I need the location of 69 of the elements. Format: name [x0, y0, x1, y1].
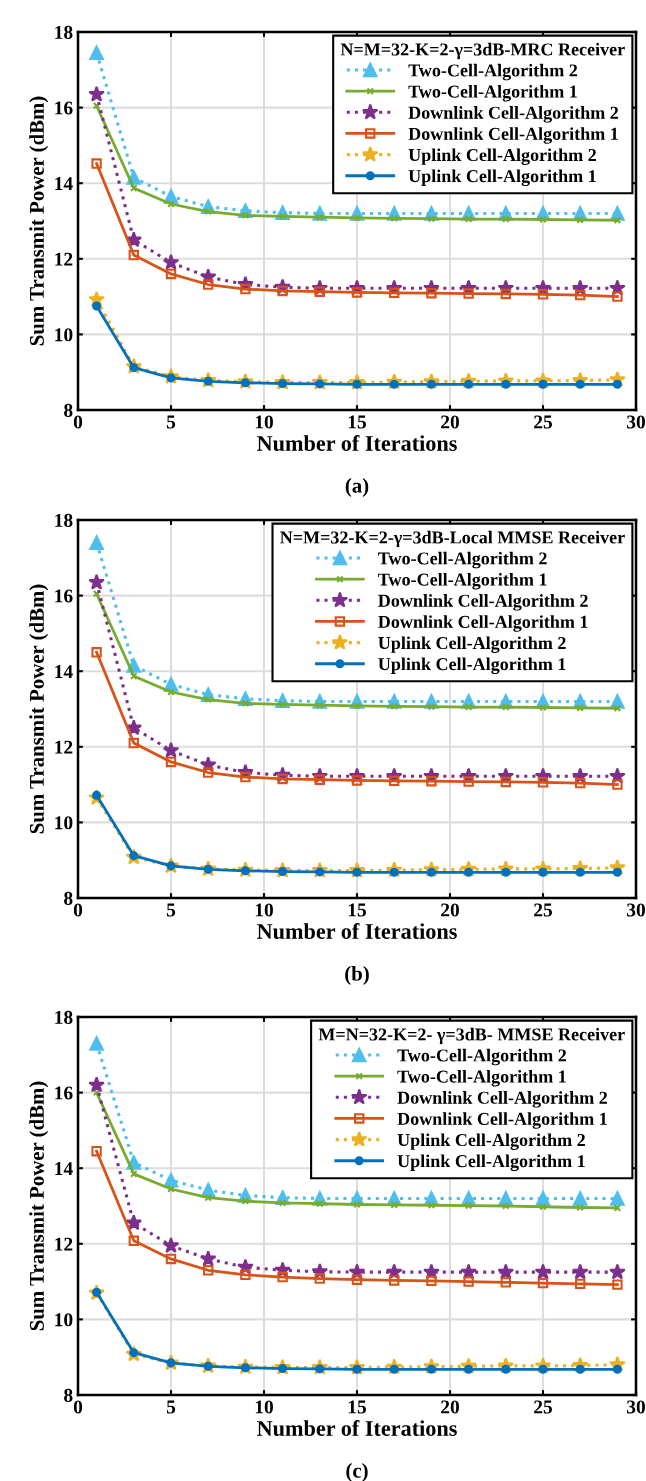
y-axis-title: Sum Transmit Power (dBm)	[29, 584, 49, 834]
legend-label: Two-Cell-Algorithm 1	[378, 572, 547, 590]
x-tick-label: 25	[534, 903, 553, 917]
legend-title: M=N=32-K=2- γ=3dB- MMSE Receiver	[318, 1027, 625, 1045]
x-tick-label: 25	[534, 1400, 553, 1414]
legend-label: Two-Cell-Algorithm 2	[397, 1048, 567, 1066]
x-tick-label: 10	[255, 903, 273, 917]
legend-label: Downlink Cell-Algorithm 2	[397, 1091, 607, 1108]
y-tick-label: 16	[55, 101, 73, 115]
y-tick-label: 8	[64, 403, 73, 417]
y-tick-label: 12	[55, 252, 73, 266]
y-axis-title: Sum Transmit Power (dBm)	[29, 1081, 49, 1331]
text: (a)	[345, 478, 369, 497]
x-tick-label: 30	[627, 1400, 645, 1414]
legend-label: Two-Cell-Algorithm 2	[378, 551, 547, 569]
y-tick-label: 14	[55, 177, 73, 190]
x-tick-label: 10	[255, 415, 273, 429]
x-axis-title: Number of Iterations	[257, 435, 457, 451]
legend-label: Uplink Cell-Algorithm 2	[408, 148, 596, 165]
y-tick-label: 16	[55, 589, 73, 603]
y-tick-label: 10	[55, 328, 73, 342]
x-tick-label: 5	[166, 903, 176, 917]
y-tick-label: 10	[55, 1313, 73, 1327]
x-tick-label: 10	[255, 1400, 273, 1414]
x-tick-label: 5	[166, 415, 176, 429]
x-tick-label: 0	[73, 1400, 83, 1414]
x-tick-label: 5	[166, 1400, 176, 1414]
legend-label: Uplink Cell-Algorithm 2	[378, 636, 566, 653]
x-tick-label: 20	[441, 1400, 459, 1414]
y-tick-label: 18	[55, 25, 73, 39]
legend-title: N=M=32-K=2-γ=3dB-MRC Receiver	[340, 42, 625, 60]
legend-label: Uplink Cell-Algorithm 1	[408, 169, 596, 187]
text: (b)	[345, 966, 369, 985]
y-tick-label: 14	[55, 665, 73, 678]
x-tick-label: 15	[348, 903, 367, 917]
x-tick-label: 30	[627, 903, 645, 917]
legend-label: Uplink Cell-Algorithm 2	[397, 1133, 585, 1150]
y-axis-title: Sum Transmit Power (dBm)	[29, 96, 49, 346]
x-tick-label: 15	[348, 415, 367, 429]
legend-label: Two-Cell-Algorithm 1	[408, 84, 577, 102]
y-tick-label: 12	[55, 1237, 73, 1251]
y-tick-label: 8	[64, 1388, 73, 1402]
x-tick-label: 30	[627, 415, 645, 429]
text: (c)	[346, 1463, 368, 1481]
x-tick-label: 20	[441, 415, 459, 429]
legend-label: Two-Cell-Algorithm 2	[408, 63, 578, 81]
y-tick-label: 16	[55, 1086, 73, 1100]
y-tick-label: 10	[55, 816, 73, 830]
x-tick-label: 15	[348, 1400, 367, 1414]
x-axis-title: Number of Iterations	[257, 1420, 457, 1436]
legend-label: Downlink Cell-Algorithm 1	[397, 1112, 607, 1129]
x-tick-label: 25	[534, 415, 553, 429]
legend-label: Uplink Cell-Algorithm 1	[397, 1154, 585, 1172]
y-tick-label: 14	[55, 1162, 73, 1175]
x-axis-title: Number of Iterations	[257, 923, 457, 939]
y-tick-label: 18	[55, 1010, 73, 1024]
legend-label: Downlink Cell-Algorithm 2	[408, 106, 619, 123]
y-tick-label: 18	[55, 513, 73, 527]
legend-label: Downlink Cell-Algorithm 1	[408, 127, 618, 144]
legend-label: Uplink Cell-Algorithm 1	[378, 657, 566, 675]
x-tick-label: 0	[73, 903, 83, 917]
x-tick-label: 0	[73, 415, 83, 429]
legend-title: N=M=32-K=2-γ=3dB-Local MMSE Receiver	[280, 530, 625, 548]
legend-label: Downlink Cell-Algorithm 2	[378, 594, 588, 611]
legend-label: Two-Cell-Algorithm 1	[397, 1069, 566, 1087]
x-tick-label: 20	[441, 903, 459, 917]
y-tick-label: 12	[55, 740, 73, 754]
legend-label: Downlink Cell-Algorithm 1	[378, 615, 588, 632]
y-tick-label: 8	[64, 891, 73, 905]
